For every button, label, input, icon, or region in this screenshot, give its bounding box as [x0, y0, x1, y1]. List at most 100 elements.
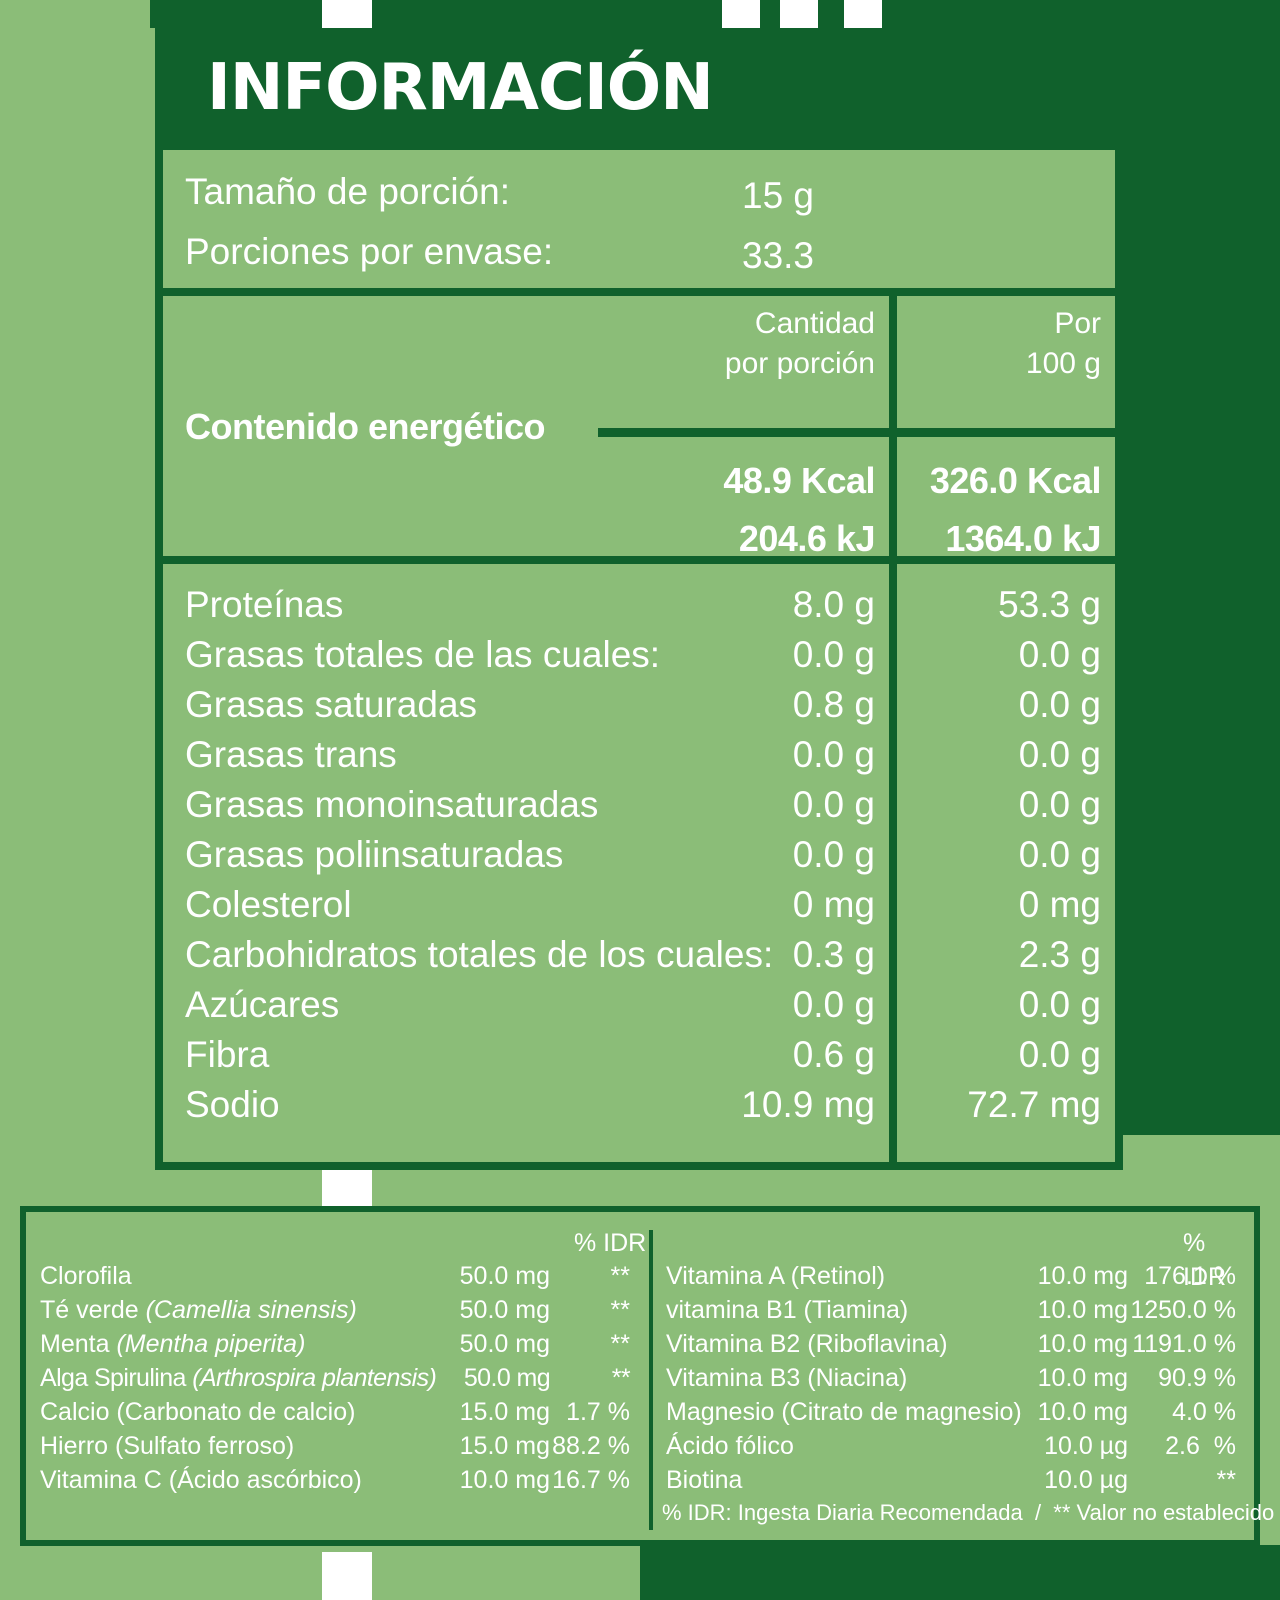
nutrient-row: Grasas monoinsaturadas 0.0 g	[185, 780, 875, 830]
kcal-per-portion: 48.9 Kcal	[723, 460, 875, 501]
vitamin-name: Magnesio (Citrato de magnesio)	[666, 1398, 1022, 1426]
vitamin-name: vitamina B1 (Tiamina)	[666, 1296, 909, 1324]
kcal-per-100g: 326.0 Kcal	[929, 460, 1102, 501]
vitamin-amount: 10.0 mg	[1037, 1364, 1128, 1392]
nutrient-per100g-value: 2.3 g	[1018, 934, 1101, 975]
nutrient-per100g-value: 0.0 g	[1018, 984, 1101, 1025]
vitamin-idr: 1250.0 %	[1130, 1296, 1236, 1324]
vitamin-idr: 2.6 %	[1165, 1432, 1236, 1460]
supplement-name: Vitamina C (Ácido ascórbico)	[40, 1466, 362, 1494]
vitamin-idr: 90.9 %	[1158, 1364, 1236, 1392]
supplements-panel: % IDR % IDR Clorofila 50.0 mg ** Té verd…	[20, 1206, 1274, 1546]
nutrient-row: Proteínas 8.0 g	[185, 580, 875, 630]
vitamin-name: Ácido fólico	[666, 1432, 794, 1460]
supplement-amount: 50.0 mg	[459, 1296, 550, 1324]
vitamin-name: Vitamina B3 (Niacina)	[666, 1364, 908, 1392]
supplement-latin-name: (Arthrospira plantensis)	[192, 1364, 437, 1392]
vitamin-idr: 4.0 %	[1172, 1398, 1236, 1426]
supplement-idr: 88.2 %	[552, 1432, 630, 1460]
decorative-stripe	[322, 1170, 372, 1206]
nutrient-portion-value: 0.3 g	[792, 934, 875, 975]
column-header-portion-line1: Cantidad	[754, 307, 875, 340]
nutrient-name: Sodio	[185, 1084, 280, 1125]
nutrient-portion-value: 0.6 g	[792, 1034, 875, 1075]
vitamin-row: Vitamina A (Retinol) 10.0 mg 176.1 %	[666, 1259, 1236, 1293]
supplement-row: Hierro (Sulfato ferroso) 15.0 mg 88.2 %	[40, 1429, 630, 1463]
nutrient-name: Grasas totales de las cuales:	[185, 634, 661, 675]
decorative-stripe	[322, 0, 372, 28]
nutrient-row: Azúcares 0.0 g	[185, 980, 875, 1030]
energy-label: Contenido energético	[185, 406, 546, 447]
vitamin-amount: 10.0 mg	[1037, 1262, 1128, 1290]
nutrient-portion-value: 0.0 g	[792, 734, 875, 775]
nutrient-portion-value: 0.0 g	[792, 784, 875, 825]
nutrient-row: Colesterol 0 mg	[185, 880, 875, 930]
panel-title: INFORMACIÓN NUTRIMENTAL	[207, 51, 714, 245]
vitamin-row: Biotina 10.0 µg **	[666, 1463, 1236, 1497]
divider-line	[598, 428, 889, 437]
nutrient-per100g-value: 0.0 g	[1018, 634, 1101, 675]
nutrient-per100g-value: 0 mg	[1018, 884, 1101, 925]
nutrient-per100g-value: 72.7 mg	[967, 1084, 1101, 1125]
vitamin-row: Magnesio (Citrato de magnesio) 10.0 mg 4…	[666, 1395, 1236, 1429]
idr-footnote: % IDR: Ingesta Diaria Recomendada / ** V…	[662, 1500, 1275, 1525]
supplement-idr: **	[610, 1296, 630, 1324]
nutrient-per100g-value: 0.0 g	[1018, 834, 1101, 875]
nutrient-per100g-value: 0.0 g	[1018, 684, 1101, 725]
supplement-idr: 1.7 %	[566, 1398, 630, 1426]
kj-per-100g: 1364.0 kJ	[945, 518, 1101, 559]
supplement-amount: 50.0 mg	[459, 1361, 551, 1395]
supplement-latin-name: (Mentha piperita)	[116, 1330, 306, 1358]
nutrient-row: Grasas poliinsaturadas 0.0 g	[185, 830, 875, 880]
nutrient-per100g-value: 53.3 g	[998, 584, 1101, 625]
supplement-idr: 16.7 %	[552, 1466, 630, 1494]
supplements-box: % IDR % IDR Clorofila 50.0 mg ** Té verd…	[26, 1212, 1274, 1540]
vitamin-row: vitamina B1 (Tiamina) 10.0 mg 1250.0 %	[666, 1293, 1236, 1327]
nutrient-row: Sodio 10.9 mg	[185, 1080, 875, 1130]
vitamin-name: Vitamina A (Retinol)	[666, 1262, 886, 1290]
nutrients-portion-column: Proteínas 8.0 g Grasas totales de las cua…	[163, 564, 889, 1162]
servings-per-container-label: Porciones por envase:	[185, 231, 554, 272]
supplement-idr: **	[610, 1330, 630, 1358]
nutrition-facts-panel: INFORMACIÓN NUTRIMENTAL Tamaño de porció…	[155, 28, 1123, 1170]
serving-size-value: 15 g	[742, 175, 815, 216]
nutrient-portion-value: 0.0 g	[792, 834, 875, 875]
nutrient-portion-value: 0.0 g	[792, 634, 875, 675]
nutrient-row: Carbohidratos totales de los cuales: 0.3 …	[185, 930, 875, 980]
supplement-row: Calcio (Carbonato de calcio) 15.0 mg 1.7…	[40, 1395, 630, 1429]
nutrients-per100g-column: 53.3 g 0.0 g 0.0 g 0.0 g 0.0 g 0.0 g 0 m…	[897, 564, 1115, 1162]
supplement-latin-name: (Camellia sinensis)	[145, 1296, 357, 1324]
supplement-row: Té verde (Camellia sinensis) 50.0 mg **	[40, 1293, 630, 1327]
nutrient-name: Fibra	[185, 1034, 270, 1075]
nutrient-portion-value: 0 mg	[792, 884, 875, 925]
vitamin-amount: 10.0 mg	[1037, 1330, 1128, 1358]
nutrient-name: Azúcares	[185, 984, 340, 1025]
supplement-row: Vitamina C (Ácido ascórbico) 10.0 mg 16.…	[40, 1463, 630, 1497]
nutrient-name: Grasas monoinsaturadas	[185, 784, 599, 825]
supplement-name: Alga Spirulina	[40, 1364, 193, 1392]
supplement-row: Alga Spirulina (Arthrospira plantensis) …	[40, 1361, 631, 1395]
nutrient-name: Grasas poliinsaturadas	[185, 834, 564, 875]
energy-box-right: Por 100 g 326.0 Kcal 1364.0 kJ	[897, 296, 1115, 559]
vitamin-idr: 176.1 %	[1144, 1262, 1236, 1290]
serving-size-label: Tamaño de porción:	[185, 171, 510, 212]
supplement-name: Hierro (Sulfato ferroso)	[40, 1432, 295, 1460]
supplement-name: Calcio (Carbonato de calcio)	[40, 1398, 356, 1426]
nutrient-name: Colesterol	[185, 884, 352, 925]
supplement-amount: 10.0 mg	[459, 1466, 550, 1494]
supplement-amount: 15.0 mg	[459, 1432, 550, 1460]
column-divider	[649, 1230, 653, 1530]
vitamin-amount: 10.0 mg	[1037, 1296, 1128, 1324]
column-header-100g-line2: 100 g	[1025, 347, 1101, 380]
decorative-stripe	[722, 0, 760, 28]
idr-header-right: % IDR	[1183, 1229, 1227, 1291]
idr-header-left: % IDR	[574, 1229, 647, 1257]
divider-line	[897, 428, 1115, 437]
supplement-name: Menta	[40, 1330, 117, 1358]
servings-per-container-value: 33.3	[742, 235, 815, 276]
vitamin-row: Vitamina B3 (Niacina) 10.0 mg 90.9 %	[666, 1361, 1236, 1395]
nutrient-name: Grasas trans	[185, 734, 397, 775]
nutrient-portion-value: 0.8 g	[792, 684, 875, 725]
decorative-stripe	[322, 1552, 372, 1600]
vitamin-name: Biotina	[666, 1466, 743, 1494]
